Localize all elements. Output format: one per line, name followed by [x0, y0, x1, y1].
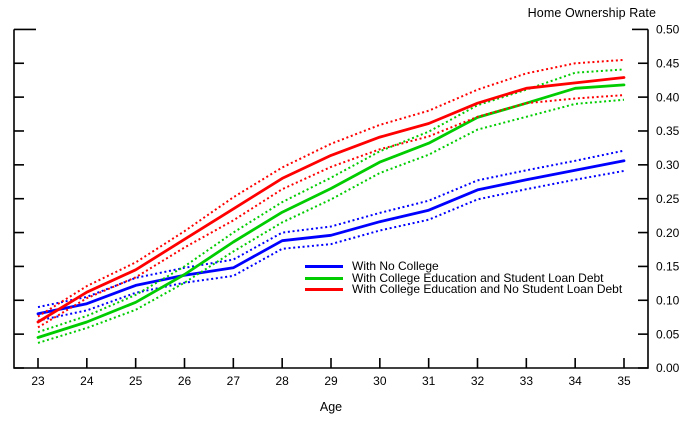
series-line-green — [36, 83, 626, 339]
y-axis-tick-label: 0.10 — [656, 293, 680, 307]
x-axis-tick-label: 23 — [31, 374, 45, 388]
x-axis-tick-label: 27 — [227, 374, 241, 388]
y-axis-tick-label: 0.35 — [656, 124, 680, 138]
x-axis-title: Age — [319, 400, 343, 414]
band-lower-blue — [37, 169, 625, 322]
x-axis-tick-label: 30 — [373, 374, 387, 388]
series-line-red — [36, 76, 626, 324]
x-axis-tick-label: 28 — [275, 374, 289, 388]
legend-line-green-icon — [305, 276, 343, 280]
band-upper-blue — [37, 149, 625, 309]
y-axis-tick-label: 0.00 — [656, 361, 680, 375]
legend-item-no-college: With No College — [305, 259, 622, 273]
x-axis-tick-label: 31 — [422, 374, 436, 388]
legend-label-college-no-debt: With College Education and No Student Lo… — [352, 282, 623, 296]
x-axis-tick-label: 25 — [129, 374, 143, 388]
legend-line-red-icon — [305, 288, 343, 292]
band-lower-green — [37, 98, 625, 344]
y-axis-tick-label: 0.30 — [656, 158, 680, 172]
band-upper-green — [37, 68, 625, 334]
legend-item-college-debt: With College Education and Student Loan … — [305, 270, 622, 285]
axes-frame — [13, 29, 649, 369]
chart-legend: With No College With College Education a… — [305, 259, 623, 296]
band-lower-red — [37, 94, 625, 329]
x-axis-tick-label: 33 — [520, 374, 534, 388]
legend-label-no-college: With No College — [352, 259, 439, 273]
legend-item-college-no-debt: With College Education and No Student Lo… — [305, 282, 623, 296]
chart-title: Home Ownership Rate — [527, 6, 656, 20]
y-axis-tick-label: 0.25 — [656, 192, 680, 206]
x-axis-tick-label: 26 — [178, 374, 192, 388]
x-axis-tick-label: 34 — [568, 374, 582, 388]
x-axis-tick-label: 24 — [80, 374, 94, 388]
x-axis-tick-label: 35 — [617, 374, 631, 388]
y-axis-tick-label: 0.50 — [656, 23, 680, 37]
series-line-blue — [36, 159, 626, 316]
y-axis-tick-label: 0.40 — [656, 90, 680, 104]
legend-line-blue-icon — [305, 265, 343, 269]
y-axis-tick-label: 0.05 — [656, 327, 680, 341]
x-axis-tick-label: 29 — [324, 374, 338, 388]
legend-label-college-debt: With College Education and Student Loan … — [352, 270, 604, 285]
x-axis-tick-label: 32 — [471, 374, 485, 388]
y-axis-tick-label: 0.15 — [656, 260, 680, 274]
y-axis-tick-label: 0.45 — [656, 56, 680, 70]
y-axis-tick-label: 0.20 — [656, 226, 680, 240]
